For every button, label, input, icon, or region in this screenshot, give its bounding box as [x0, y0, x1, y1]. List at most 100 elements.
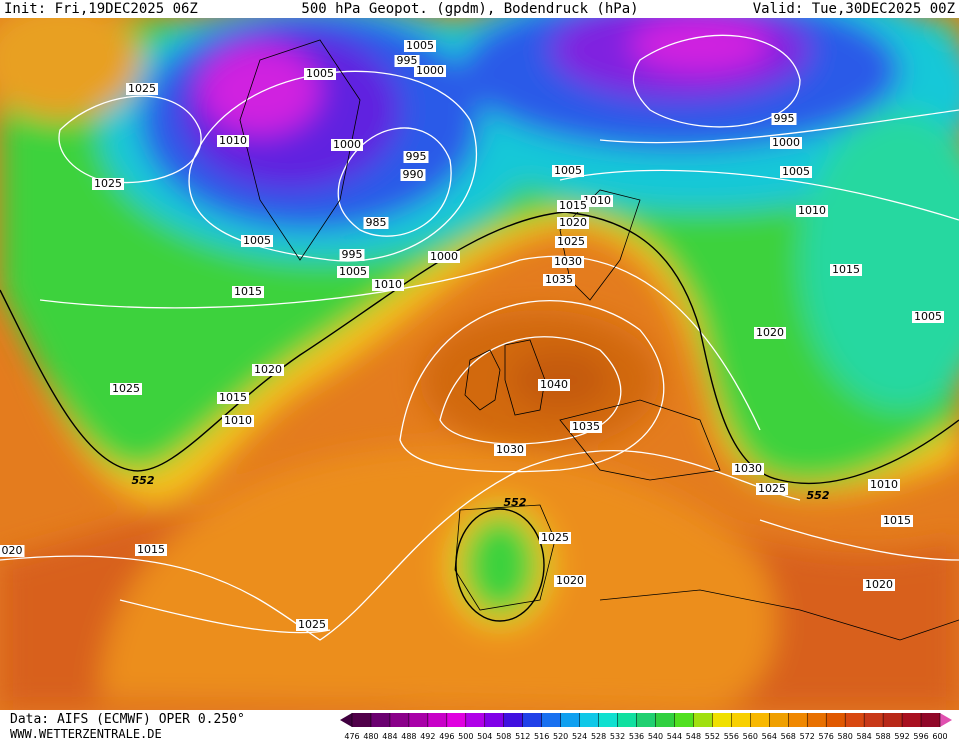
isobar-label-box	[732, 463, 764, 475]
colorbar-swatch	[352, 713, 372, 727]
isobar-label: 1010	[374, 278, 402, 291]
isobar-label-box	[538, 379, 570, 391]
colorbar-swatch	[617, 713, 638, 727]
isobar-label: 1010	[798, 204, 826, 217]
isobar-label: 1035	[572, 420, 600, 433]
colorbar-tick-label: 580	[838, 732, 853, 741]
colorbar-swatch	[902, 713, 922, 727]
isobar-label: 1005	[914, 310, 942, 323]
isobar-label: 1020	[865, 578, 893, 591]
isobar-label: 1015	[219, 391, 247, 404]
isobar-label: 985	[366, 216, 387, 229]
isobar-label: 1015	[832, 263, 860, 276]
colorbar-swatch	[446, 713, 467, 727]
isobar-label-box	[339, 249, 365, 261]
colorbar-swatch	[769, 713, 789, 727]
isobar-label-box	[771, 113, 797, 125]
isobar-label: 1010	[870, 478, 898, 491]
isobar-label: 995	[774, 112, 795, 125]
isobar-label: 1015	[883, 514, 911, 527]
isobar-label: 1025	[94, 177, 122, 190]
isobar-label-box	[539, 532, 571, 544]
colorbar-swatch	[541, 713, 562, 727]
isobar-label-box	[110, 383, 142, 395]
isobar-label: 1025	[128, 82, 156, 95]
colorbar: 476 480 484 488 492 496 500 504 508 512 516 520 524 5…	[340, 713, 952, 741]
isobar-label: 1020	[559, 216, 587, 229]
isobar-label-box	[372, 279, 404, 291]
isobar-label: 1025	[298, 618, 326, 631]
isobar-label: 1030	[734, 462, 762, 475]
isobar-label: 1005	[554, 164, 582, 177]
colorbar-tick-label: 576	[819, 732, 834, 741]
map-area	[0, 18, 959, 710]
isobar-label-box	[337, 266, 369, 278]
isobar-label-box	[830, 264, 862, 276]
colorbar-swatch	[731, 713, 751, 727]
isobar-label: 1020	[254, 363, 282, 376]
isobar-label-box	[754, 327, 786, 339]
isobar-label: 1015	[137, 543, 165, 556]
colorbar-tick-label: 596	[913, 732, 928, 741]
isobar-label: 020	[2, 544, 23, 557]
isobar-label: 1000	[333, 138, 361, 151]
colorbar-swatch	[465, 713, 486, 727]
colorbar-swatch	[598, 713, 619, 727]
colorbar-tick-label: 480	[363, 732, 378, 741]
colorbar-swatch	[883, 713, 903, 727]
colorbar-swatch	[826, 713, 846, 727]
isobar-label-box	[543, 274, 575, 286]
isobar-label: 995	[406, 150, 427, 163]
isobar-label-box	[400, 169, 426, 181]
colorbar-swatch	[674, 713, 694, 727]
contour-label: 552	[132, 474, 155, 487]
colorbar-swatch	[636, 713, 656, 727]
map-title: 500 hPa Geopot. (gpdm), Bodendruck (hPa)	[301, 1, 638, 17]
colorbar-arrow-right	[940, 713, 952, 727]
colorbar-tick-label: 588	[875, 732, 890, 741]
colorbar-swatch	[560, 713, 581, 727]
colorbar-tick-label: 552	[705, 732, 720, 741]
isobar-label: 1000	[772, 136, 800, 149]
isobar-label: 1005	[306, 67, 334, 80]
isobar-label: 1015	[234, 285, 262, 298]
isobar-label-box	[557, 200, 589, 212]
colorbar-tick-label: 536	[629, 732, 644, 741]
colorbar-swatch	[864, 713, 884, 727]
colorbar-swatch	[370, 713, 391, 727]
colorbar-tick-label: 600	[932, 732, 947, 741]
isobar-label: 1000	[430, 250, 458, 263]
colorbar-tick-label: 584	[856, 732, 871, 741]
colorbar-swatch	[712, 713, 732, 727]
isobar-label: 995	[342, 248, 363, 261]
isobar-label-box	[232, 286, 264, 298]
colorbar-tick-label: 540	[648, 732, 663, 741]
colorbar-swatch	[921, 713, 941, 727]
isobar-label-box	[428, 251, 460, 263]
colorbar-tick-label: 496	[439, 732, 454, 741]
isobar-label: 1005	[243, 234, 271, 247]
isobar-label-box	[126, 83, 158, 95]
isobar-label-box	[394, 55, 420, 67]
colorbar-tick-label: 476	[344, 732, 359, 741]
isobar-label: 1020	[556, 574, 584, 587]
colorbar-swatch	[522, 713, 543, 727]
isobar-label: 1020	[756, 326, 784, 339]
isobar-label: 1025	[557, 235, 585, 248]
isobar-label: 1025	[112, 382, 140, 395]
isobar-label: 1030	[554, 255, 582, 268]
isobar-label-box	[780, 166, 812, 178]
colorbar-tick-label: 492	[420, 732, 435, 741]
isobar-label-box	[304, 68, 336, 80]
colorbar-tick-label: 516	[534, 732, 549, 741]
colorbar-swatch	[693, 713, 713, 727]
colorbar-tick-label: 520	[553, 732, 568, 741]
isobar-label-box	[331, 139, 363, 151]
colorbar-tick-label: 544	[667, 732, 682, 741]
colorbar-swatch	[579, 713, 600, 727]
isobar-label-box	[881, 515, 913, 527]
colorbar-swatch	[788, 713, 808, 727]
